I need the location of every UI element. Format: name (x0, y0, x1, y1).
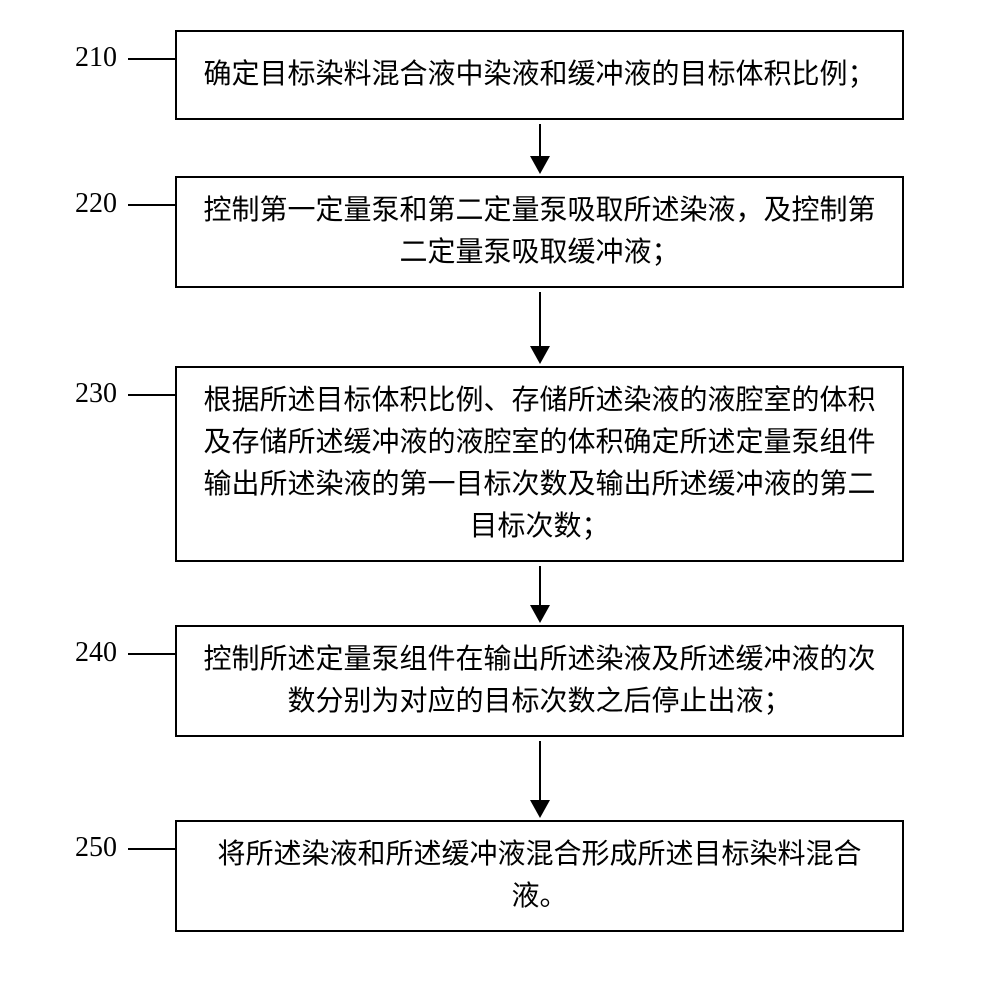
connector-240 (128, 653, 176, 655)
arrow-2 (539, 292, 541, 362)
step-label-220: 220 (75, 188, 117, 220)
step-text-250: 将所述染液和所述缓冲液混合形成所述目标染料混合液。 (197, 834, 882, 918)
arrow-3 (539, 566, 541, 621)
arrow-container-4 (20, 741, 964, 816)
step-box-250: 将所述染液和所述缓冲液混合形成所述目标染料混合液。 (175, 820, 904, 932)
step-text-220: 控制第一定量泵和第二定量泵吸取所述染液，及控制第二定量泵吸取缓冲液； (197, 190, 882, 274)
step-box-210: 确定目标染料混合液中染液和缓冲液的目标体积比例； (175, 30, 904, 120)
step-box-220: 控制第一定量泵和第二定量泵吸取所述染液，及控制第二定量泵吸取缓冲液； (175, 176, 904, 288)
connector-250 (128, 848, 176, 850)
arrow-container-1 (20, 124, 964, 172)
step-label-250: 250 (75, 832, 117, 864)
flowchart-container: 210 确定目标染料混合液中染液和缓冲液的目标体积比例； 220 控制第一定量泵… (20, 30, 964, 932)
step-text-240: 控制所述定量泵组件在输出所述染液及所述缓冲液的次数分别为对应的目标次数之后停止出… (197, 639, 882, 723)
step-row-240: 240 控制所述定量泵组件在输出所述染液及所述缓冲液的次数分别为对应的目标次数之… (20, 625, 964, 737)
step-text-230: 根据所述目标体积比例、存储所述染液的液腔室的体积及存储所述缓冲液的液腔室的体积确… (197, 380, 882, 548)
step-box-240: 控制所述定量泵组件在输出所述染液及所述缓冲液的次数分别为对应的目标次数之后停止出… (175, 625, 904, 737)
connector-210 (128, 58, 176, 60)
arrow-4 (539, 741, 541, 816)
step-row-210: 210 确定目标染料混合液中染液和缓冲液的目标体积比例； (20, 30, 964, 120)
connector-230 (128, 394, 176, 396)
step-row-220: 220 控制第一定量泵和第二定量泵吸取所述染液，及控制第二定量泵吸取缓冲液； (20, 176, 964, 288)
arrow-1 (539, 124, 541, 172)
step-label-240: 240 (75, 637, 117, 669)
step-label-230: 230 (75, 378, 117, 410)
step-text-210: 确定目标染料混合液中染液和缓冲液的目标体积比例； (203, 54, 875, 96)
step-box-230: 根据所述目标体积比例、存储所述染液的液腔室的体积及存储所述缓冲液的液腔室的体积确… (175, 366, 904, 562)
arrow-container-2 (20, 292, 964, 362)
step-row-230: 230 根据所述目标体积比例、存储所述染液的液腔室的体积及存储所述缓冲液的液腔室… (20, 366, 964, 562)
step-row-250: 250 将所述染液和所述缓冲液混合形成所述目标染料混合液。 (20, 820, 964, 932)
step-label-210: 210 (75, 42, 117, 74)
arrow-container-3 (20, 566, 964, 621)
connector-220 (128, 204, 176, 206)
